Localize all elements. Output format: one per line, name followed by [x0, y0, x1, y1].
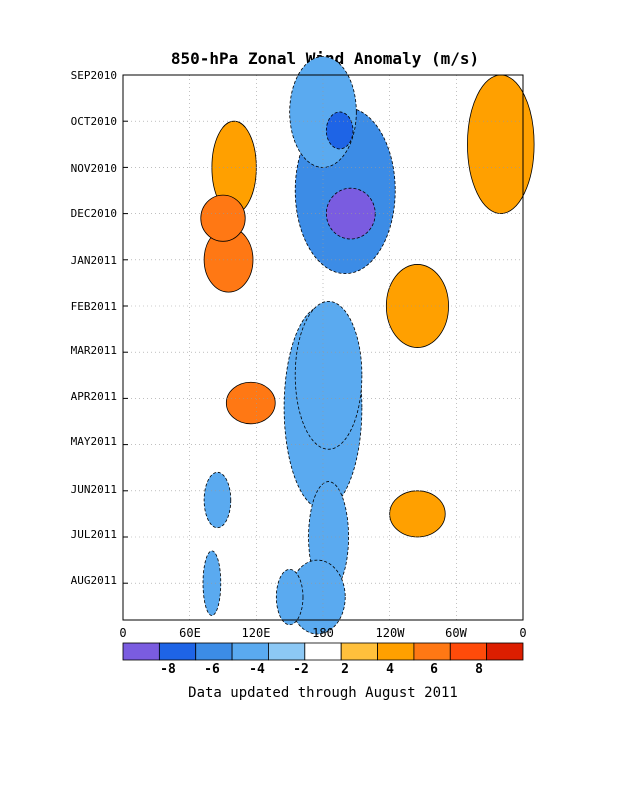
- colorbar-swatch: [377, 642, 415, 661]
- colorbar-swatch: [122, 642, 160, 661]
- colorbar-swatch: [195, 642, 233, 661]
- y-tick-label: SEP2010: [71, 69, 117, 82]
- colorbar-swatch: [340, 642, 378, 661]
- x-tick-label: 60W: [445, 626, 467, 640]
- y-tick-label: APR2011: [71, 390, 117, 403]
- colorbar-tick-label: 8: [475, 662, 483, 677]
- colorbar-swatch: [486, 642, 524, 661]
- plot-frame: [122, 74, 524, 621]
- colorbar-tick-label: -4: [249, 662, 265, 677]
- colorbar-tick-label: 4: [386, 662, 394, 677]
- y-tick-label: JUN2011: [71, 483, 117, 496]
- y-tick-label: NOV2010: [71, 162, 117, 175]
- x-tick-label: 0: [519, 626, 526, 640]
- colorbar-swatch: [449, 642, 488, 661]
- colorbar-tick-label: -2: [293, 662, 309, 677]
- y-tick-label: AUG2011: [71, 574, 117, 587]
- x-tick-label: 180: [312, 626, 334, 640]
- westerly-anomaly-region: [467, 74, 535, 215]
- westerly-anomaly-region: [225, 381, 276, 425]
- x-tick-label: 120E: [242, 626, 271, 640]
- easterly-anomaly-region: [294, 300, 363, 450]
- easterly-anomaly-region: [325, 111, 354, 150]
- colorbar: -8 -6 -4 -2 2 4 6 8: [122, 642, 524, 677]
- x-axis: 0 60E 120E 180 120W 60W 0: [119, 626, 526, 640]
- x-tick-label: 0: [119, 626, 126, 640]
- colorbar-tick-label: 6: [430, 662, 438, 677]
- easterly-anomaly-region: [275, 568, 304, 626]
- colorbar-tick-label: -6: [204, 662, 220, 677]
- westerly-anomaly-region: [389, 490, 446, 538]
- update-note: Data updated through August 2011: [188, 685, 458, 701]
- colorbar-swatch: [304, 642, 342, 661]
- plot-area: [122, 56, 535, 635]
- westerly-anomaly-region: [385, 264, 449, 348]
- y-tick-label: DEC2010: [71, 207, 117, 220]
- x-tick-label: 60E: [179, 626, 201, 640]
- y-tick-label: MAY2011: [71, 435, 117, 448]
- westerly-anomaly-region: [200, 194, 246, 242]
- y-tick-label: FEB2011: [71, 300, 117, 313]
- colorbar-swatch: [158, 642, 197, 661]
- easterly-anomaly-region: [203, 471, 232, 529]
- colorbar-tick-label: 2: [341, 662, 349, 677]
- x-tick-label: 120W: [376, 626, 406, 640]
- y-tick-label: OCT2010: [71, 115, 117, 128]
- colorbar-swatch: [413, 642, 451, 661]
- y-tick-label: JAN2011: [71, 254, 117, 267]
- colorbar-swatches: [122, 642, 524, 661]
- colorbar-swatch: [231, 642, 269, 661]
- colorbar-swatch: [268, 642, 306, 661]
- y-tick-label: JUL2011: [71, 528, 117, 541]
- anomaly-features: [200, 56, 535, 635]
- colorbar-tick-label: -8: [160, 662, 176, 677]
- y-axis: SEP2010 OCT2010 NOV2010 DEC2010 JAN2011 …: [71, 69, 117, 587]
- y-tick-label: MAR2011: [71, 344, 117, 357]
